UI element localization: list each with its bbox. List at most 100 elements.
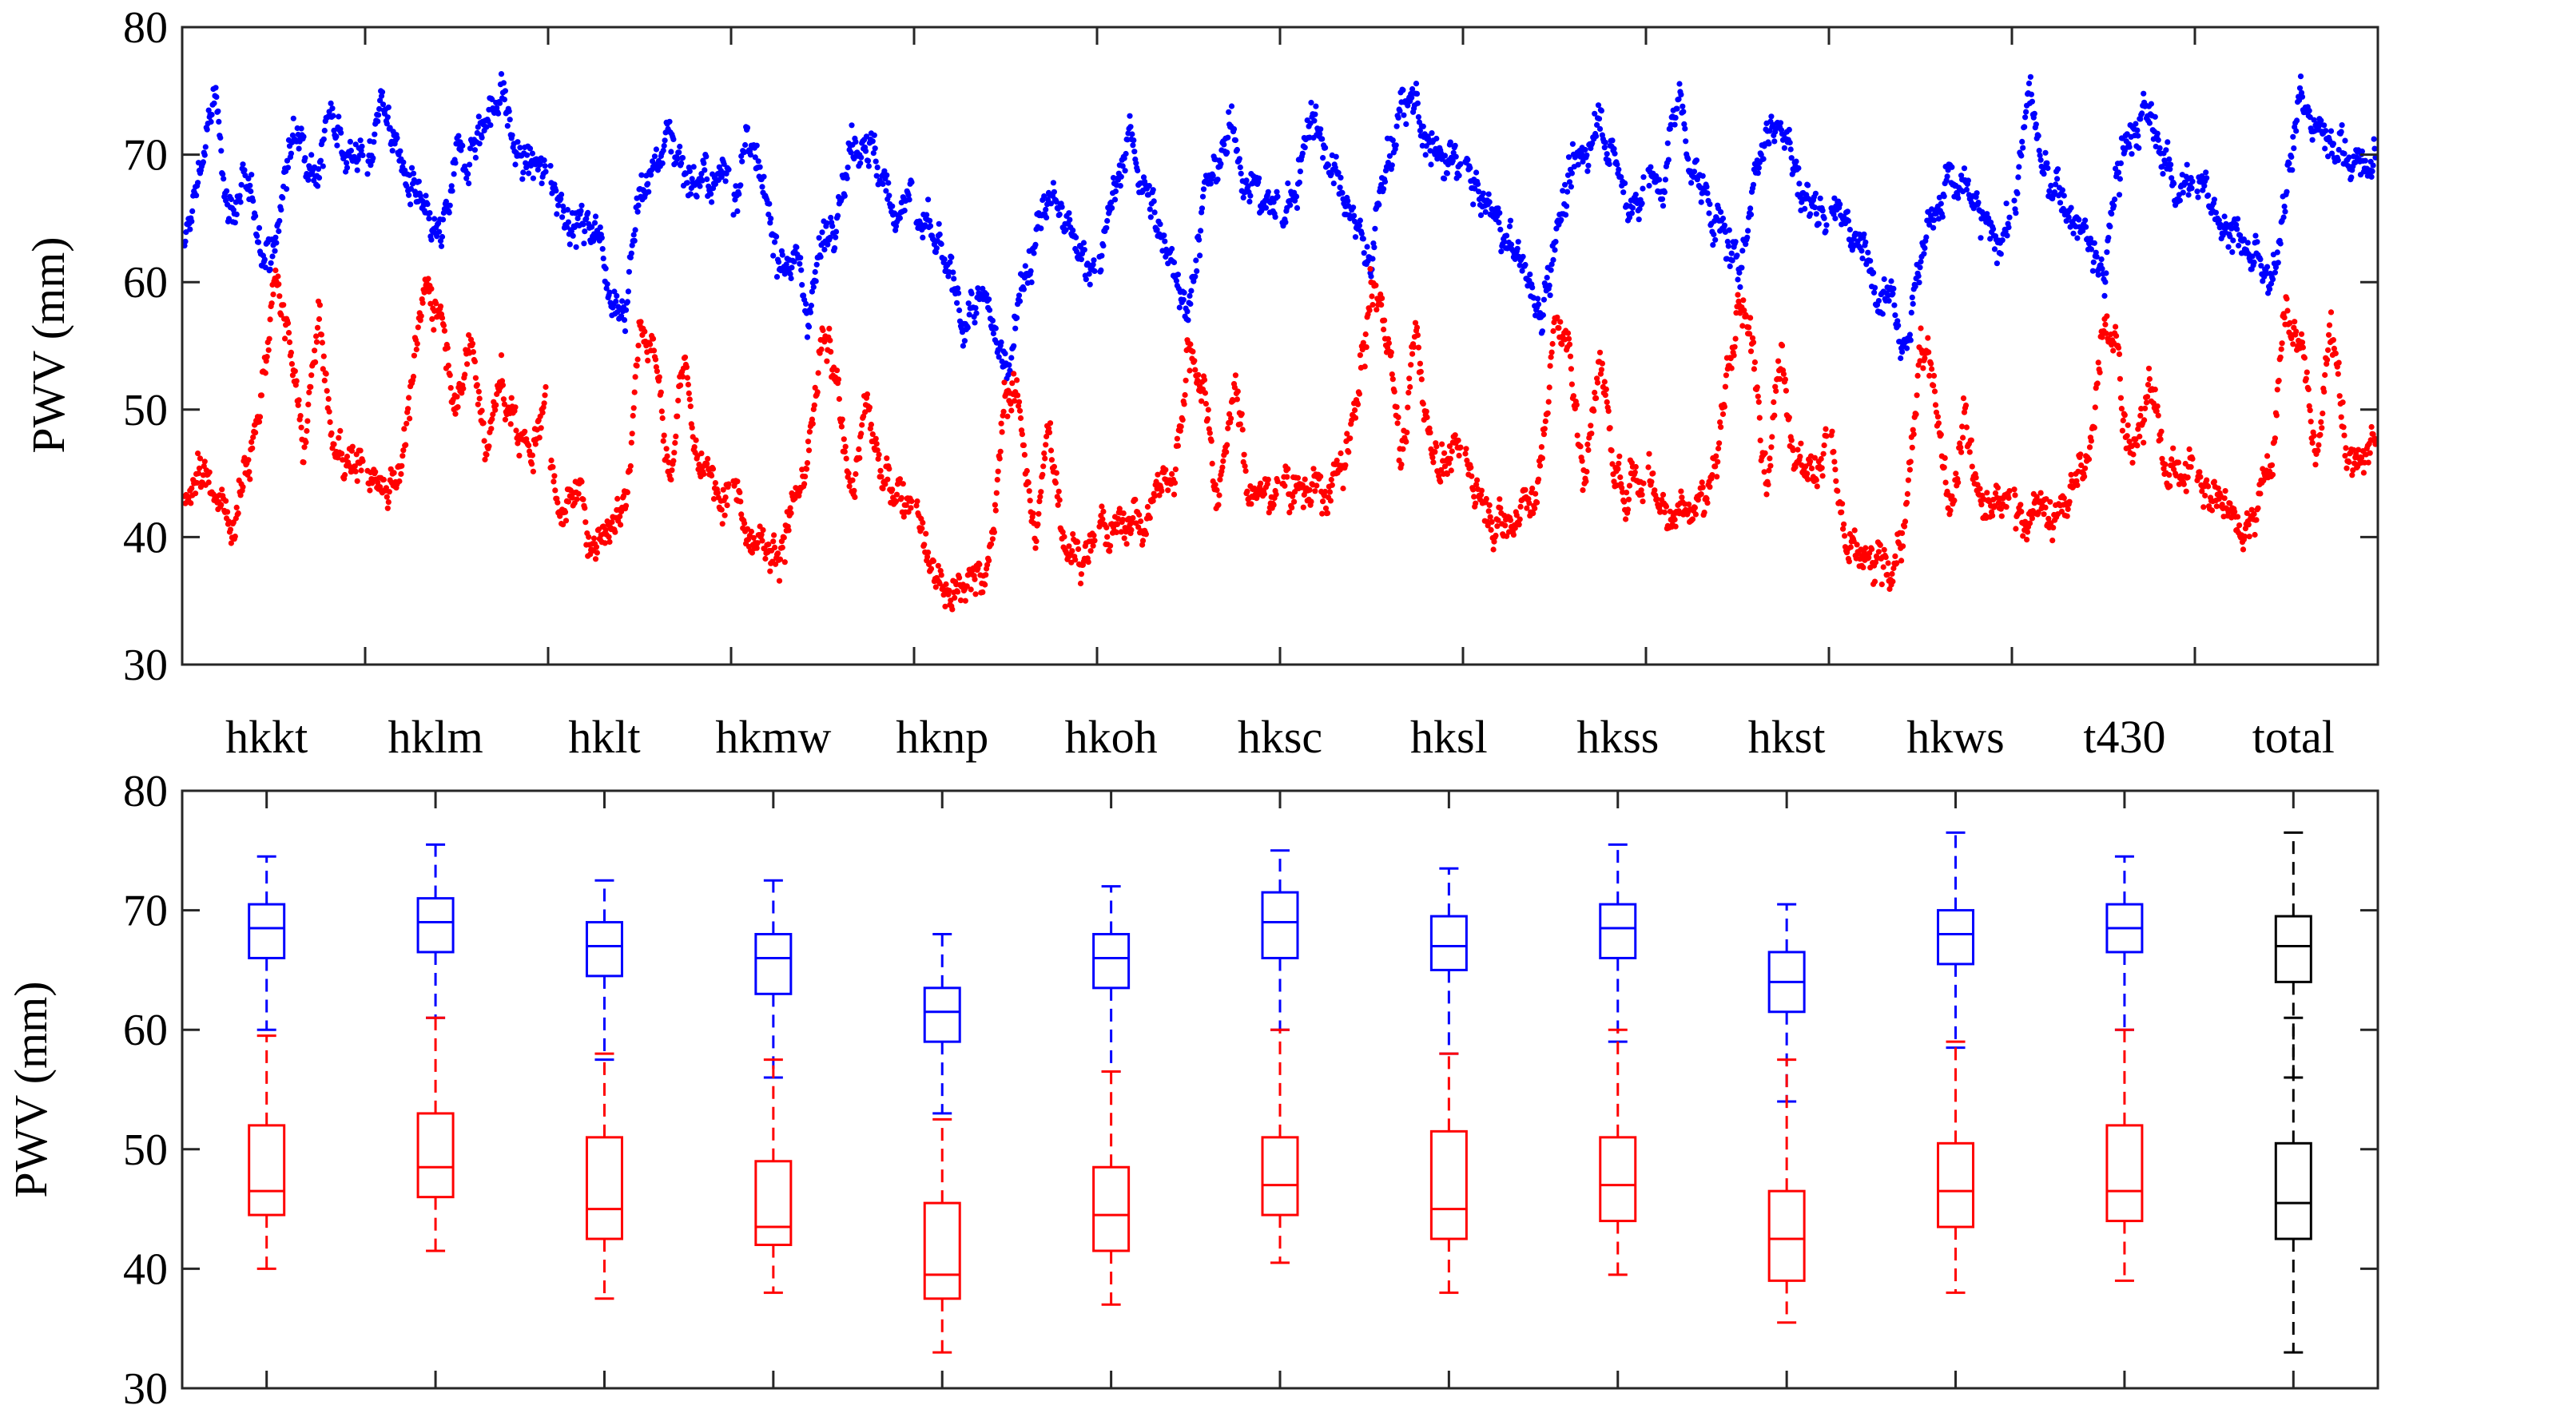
lower-point-hklt: [628, 439, 634, 446]
lower-point-hkkt: [256, 419, 263, 425]
lower-point-hklm: [367, 487, 373, 494]
lower-point-hkkt: [336, 435, 342, 441]
upper-point-hkmw: [901, 208, 908, 214]
upper-point-hksl: [1628, 210, 1635, 216]
lower-point-hkst: [1881, 546, 1887, 553]
lower-point-hksl: [1626, 482, 1633, 489]
lower-point-hksc: [1285, 466, 1291, 472]
lower-point-hksc: [1318, 473, 1324, 480]
upper-point-hkmw: [770, 252, 777, 259]
upper-point-hklm: [375, 118, 381, 125]
upper-point-hknp: [1091, 268, 1098, 274]
upper-point-hklm: [439, 216, 447, 223]
lower-point-hksl: [1534, 499, 1540, 506]
lower-point-hkoh: [1214, 486, 1220, 494]
upper-point-hklt: [578, 208, 584, 214]
lower-point-hksl: [1468, 464, 1474, 470]
lower-point-hkst: [1890, 578, 1896, 585]
upper-point-hkss: [1703, 184, 1710, 190]
lower-point-hklt: [689, 424, 695, 431]
upper-point-hksc: [1420, 123, 1426, 129]
lower-point-hkst: [1922, 355, 1928, 361]
upper-point-hkkt: [334, 142, 340, 149]
upper-point-hkws: [2133, 121, 2139, 127]
lower-point-hkmw: [824, 358, 830, 364]
lower-point-hksc: [1289, 505, 1295, 511]
upper-point-hklt: [598, 235, 605, 241]
lower-point-hklt: [650, 335, 657, 342]
upper-point-hkkt: [252, 212, 259, 219]
upper-point-hksc: [1409, 94, 1415, 101]
upper-point-hklm: [428, 236, 435, 243]
upper-point-hkoh: [1188, 288, 1195, 294]
lower-point-hklm: [419, 300, 426, 306]
lower-point-hksc: [1327, 498, 1334, 504]
lower-point-hksc: [1437, 478, 1444, 485]
upper-point-hkss: [1802, 205, 1808, 212]
lower-point-hksl: [1502, 522, 1509, 529]
upper-point-hksl: [1519, 268, 1525, 274]
lower-point-hkst: [1920, 365, 1926, 371]
lower-point-hknp: [1004, 413, 1011, 419]
upper-point-hknp: [986, 296, 992, 303]
lower-point-hksc: [1394, 420, 1401, 427]
lower-point-hknp: [1037, 494, 1044, 500]
upper-point-hkkt: [308, 152, 315, 158]
lower-point-hkmw: [815, 370, 821, 376]
lower-point-hklt: [673, 433, 679, 440]
lower-point-hkoh: [1273, 491, 1279, 498]
upper-point-hkst: [1926, 221, 1933, 228]
lower-point-hkmw: [787, 505, 793, 511]
upper-point-hkst: [1984, 211, 1990, 217]
upper-point-hkoh: [1150, 187, 1156, 193]
lower-point-hkmw: [741, 520, 748, 526]
lower-point-hknp: [1021, 451, 1028, 458]
lower-point-hklt: [686, 390, 692, 396]
lower-point-hksc: [1367, 266, 1373, 272]
upper-point-hklt: [559, 191, 565, 198]
lower-point-hksc: [1362, 363, 1368, 370]
upper-point-hkws: [2185, 192, 2192, 198]
lower-point-hksl: [1487, 514, 1493, 520]
upper-point-hkmw: [797, 255, 804, 261]
lower-point-hklt: [624, 489, 631, 496]
lower-point-hknp: [943, 581, 949, 588]
lower-point-hklt: [622, 502, 630, 509]
upper-point-hklt: [619, 298, 626, 304]
lower-point-hksc: [1415, 344, 1421, 351]
lower-point-hklm: [399, 462, 405, 469]
upper-point-hkmw: [869, 138, 876, 145]
upper-point-hklm: [379, 89, 386, 95]
upper-point-hkoh: [1262, 204, 1269, 211]
upper-point-hksl: [1639, 200, 1645, 207]
lower-point-hklm: [469, 340, 476, 347]
lower-point-hkss: [1689, 516, 1696, 522]
lower-point-hklt: [593, 544, 600, 550]
upper-point-hkoh: [1151, 209, 1158, 216]
upper-point-hklm: [427, 210, 433, 216]
upper-point-hklm: [459, 142, 466, 149]
upper-point-hkmw: [865, 157, 872, 164]
upper-point-hksc: [1352, 234, 1359, 240]
upper-point-hksl: [1636, 216, 1642, 223]
lower-point-hkoh: [1107, 548, 1113, 554]
lower-point-hkss: [1763, 491, 1770, 498]
upper-point-t430: [2235, 216, 2241, 222]
upper-point-hkst: [1832, 215, 1839, 222]
upper-point-t430: [2362, 157, 2368, 164]
upper-point-hksc: [1282, 219, 1289, 225]
upper-point-hknp: [1028, 279, 1035, 285]
upper-point-hkws: [2115, 169, 2122, 176]
upper-point-hknp: [1012, 325, 1019, 331]
lower-point-hksl: [1486, 502, 1493, 509]
upper-point-hksc: [1350, 204, 1357, 211]
lower-point-hklm: [411, 352, 418, 359]
upper-point-hksl: [1507, 217, 1514, 224]
upper-point-hknp: [955, 285, 961, 292]
upper-point-hkoh: [1118, 173, 1124, 180]
upper-point-hksl: [1550, 256, 1556, 263]
upper-point-hkst: [1961, 165, 1968, 172]
lower-point-hksl: [1640, 498, 1646, 505]
upper-point-hkkt: [193, 193, 200, 199]
